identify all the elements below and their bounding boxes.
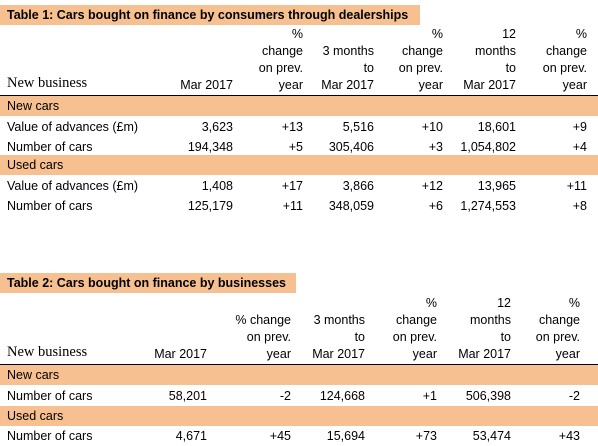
- table1-cell: +10: [421, 120, 443, 134]
- table2-row-label: Number of cars: [7, 389, 93, 403]
- table1-header-col-5: Mar 2017: [463, 78, 516, 92]
- table1-header-rule: [0, 95, 598, 96]
- table1-header-col-2: change: [261, 44, 303, 58]
- table2-header-col-4: change: [395, 313, 437, 327]
- table2-title: Table 2: Cars bought on finance by busin…: [0, 273, 296, 293]
- table1-header-col-4: change: [401, 44, 443, 58]
- table2-section-1: New cars: [0, 365, 598, 385]
- table1-header-col-3: Mar 2017: [321, 78, 374, 92]
- table1-header-col-4: on prev.: [398, 61, 443, 75]
- table1-header-col-2: year: [278, 78, 303, 92]
- table1-header-col-1: Mar 2017: [180, 78, 233, 92]
- table1-header-label: New business: [7, 75, 88, 91]
- table1-cell: 1,054,802: [460, 140, 516, 154]
- table1-section-2: Used cars: [0, 155, 598, 175]
- table1-header-col-6: year: [562, 78, 587, 92]
- table2-cell: 4,671: [175, 429, 207, 443]
- table1-cell: 13,965: [477, 179, 516, 193]
- table1-header-col-4: year: [418, 78, 443, 92]
- table2-cell: 53,474: [472, 429, 511, 443]
- table2-section-2: Used cars: [0, 406, 598, 426]
- table1-cell: +13: [281, 120, 303, 134]
- table2-header-col-6: on prev.: [535, 330, 580, 344]
- table1-cell: +11: [566, 179, 587, 193]
- table1-cell: 3,866: [342, 179, 374, 193]
- table1-cell: 1,274,553: [460, 199, 516, 213]
- table1-row-label: Value of advances (£m): [7, 120, 139, 134]
- table1-cell: +17: [281, 179, 303, 193]
- table1-cell: 5,516: [342, 120, 374, 134]
- table2-header-col-3: 3 months: [313, 313, 365, 327]
- table2-header-col-5: Mar 2017: [458, 347, 511, 361]
- table1-cell: 305,406: [328, 140, 374, 154]
- table2-header-col-2: on prev.: [246, 330, 291, 344]
- table1-title: Table 1: Cars bought on finance by consu…: [0, 5, 420, 25]
- table2-cell: 15,694: [326, 429, 365, 443]
- table1-header-col-5: months: [475, 44, 516, 58]
- table2-cell: 506,398: [465, 389, 511, 403]
- table1-cell: +6: [428, 199, 443, 213]
- table1-header-col-3: to: [363, 61, 374, 75]
- table1-cell: 1,408: [201, 179, 233, 193]
- table1-header-col-2: %: [291, 27, 303, 41]
- table2-header-col-2: year: [266, 347, 291, 361]
- table1-header-col-6: change: [545, 44, 587, 58]
- table1-cell: 348,059: [328, 199, 374, 213]
- table1-cell: +11: [282, 199, 303, 213]
- table1-cell: +8: [572, 199, 587, 213]
- table1-header-col-5: to: [505, 61, 516, 75]
- table2-header-col-3: to: [354, 330, 365, 344]
- table1-cell: +4: [572, 140, 587, 154]
- table2-header-col-6: year: [555, 347, 580, 361]
- table1-cell: 3,623: [201, 120, 233, 134]
- table2-header-col-2: % change: [235, 313, 291, 327]
- table1-cell: +5: [288, 140, 303, 154]
- table2-header-col-6: change: [538, 313, 580, 327]
- table2-header-col-6: %: [568, 296, 580, 310]
- table1-row-label: Value of advances (£m): [7, 179, 139, 193]
- table2-header-col-4: year: [412, 347, 437, 361]
- table2-header-col-5: months: [470, 313, 511, 327]
- table2-header-col-4: on prev.: [392, 330, 437, 344]
- table1-cell: 18,601: [477, 120, 516, 134]
- table2-header-col-5: to: [500, 330, 511, 344]
- table1-cell: +9: [572, 120, 587, 134]
- table2-cell: 58,201: [168, 389, 207, 403]
- table1-row-label: Number of cars: [7, 140, 93, 154]
- table2-header-col-1: Mar 2017: [154, 347, 207, 361]
- table1-header-col-6: %: [575, 27, 587, 41]
- table2-cell: -2: [568, 389, 580, 403]
- table2-cell: +45: [269, 429, 291, 443]
- table2-header-rule: [0, 364, 598, 365]
- table1-cell: +12: [421, 179, 443, 193]
- table2-header-col-5: 12: [497, 296, 511, 310]
- table2-cell: +1: [422, 389, 437, 403]
- table1-header-col-5: 12: [502, 27, 516, 41]
- table1-header-col-4: %: [431, 27, 443, 41]
- table1-section-1: New cars: [0, 96, 598, 116]
- table1-cell: +3: [428, 140, 443, 154]
- table2-header-col-4: %: [425, 296, 437, 310]
- table2-cell: +43: [558, 429, 580, 443]
- table1-cell: 125,179: [187, 199, 233, 213]
- table2-cell: 124,668: [319, 389, 365, 403]
- table1-header-col-3: 3 months: [322, 44, 374, 58]
- table1-cell: 194,348: [187, 140, 233, 154]
- table2-cell: -2: [279, 389, 291, 403]
- table2-cell: +73: [415, 429, 437, 443]
- table1-header-col-6: on prev.: [542, 61, 587, 75]
- table2-row-label: Number of cars: [7, 429, 93, 443]
- table1-row-label: Number of cars: [7, 199, 93, 213]
- table1-header-col-2: on prev.: [258, 61, 303, 75]
- table2-header-col-3: Mar 2017: [312, 347, 365, 361]
- table2-header-label: New business: [7, 344, 88, 360]
